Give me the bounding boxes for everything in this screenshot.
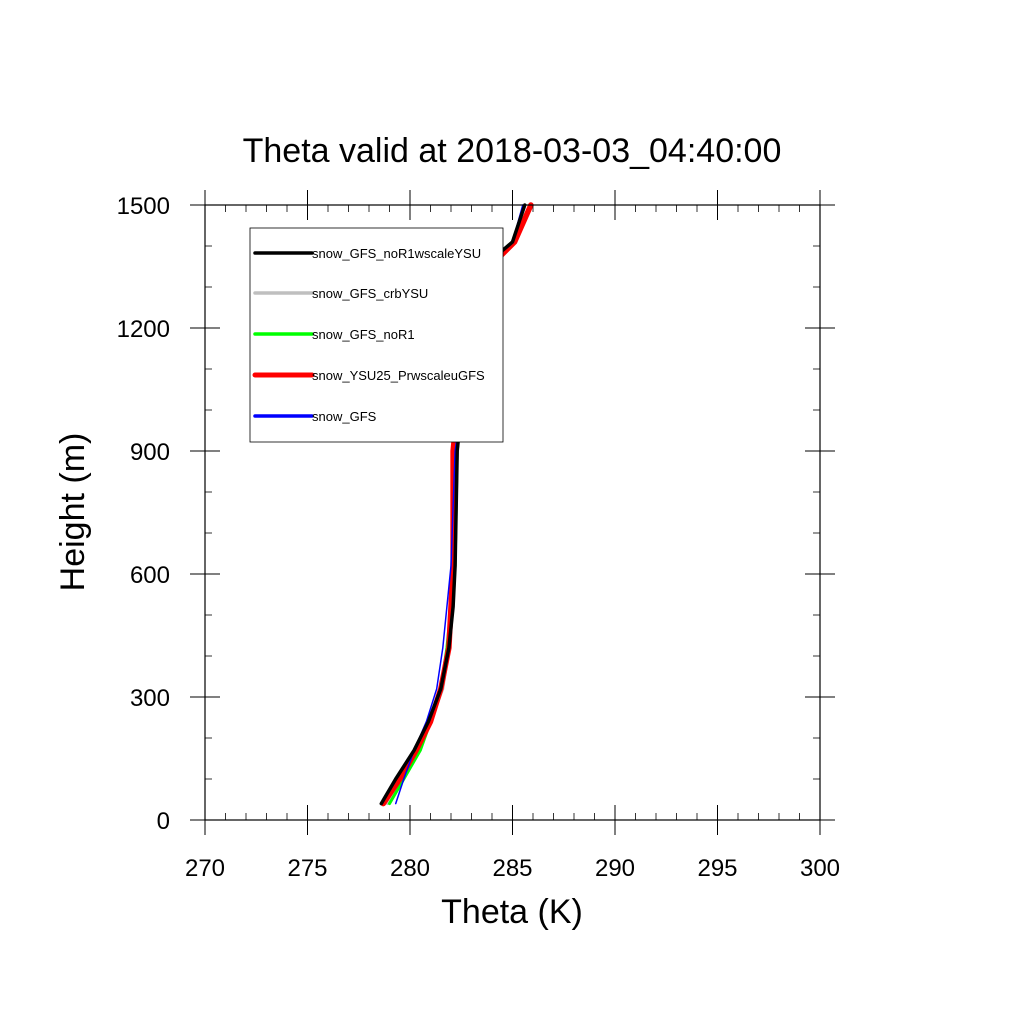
x-tick-label: 285 [492, 855, 532, 882]
x-axis-title: Theta (K) [441, 893, 583, 931]
plot-frame [204, 204, 821, 821]
legend-label: snow_GFS_noR1 [312, 327, 415, 342]
legend-label: snow_GFS [312, 409, 377, 424]
y-axis-title: Height (m) [54, 433, 92, 592]
y-tick-label: 0 [157, 808, 170, 835]
legend-label: snow_GFS_crbYSU [312, 286, 428, 301]
x-tick-label: 300 [800, 855, 840, 882]
y-tick-label: 600 [130, 562, 170, 589]
y-tick-label: 1200 [117, 316, 170, 343]
legend-label: snow_YSU25_PrwscaleuGFS [312, 368, 485, 383]
chart-title: Theta valid at 2018-03-03_04:40:00 [243, 132, 782, 170]
y-tick-label: 1500 [117, 193, 170, 220]
x-tick-label: 295 [697, 855, 737, 882]
y-tick-label: 300 [130, 685, 170, 712]
legend-label: snow_GFS_noR1wscaleYSU [312, 246, 481, 261]
x-tick-label: 270 [185, 855, 225, 882]
legend-items: snow_GFS_noR1wscaleYSU snow_GFS_crbYSUsno… [252, 246, 485, 424]
x-tick-label: 275 [287, 855, 327, 882]
x-tick-label: 290 [595, 855, 635, 882]
ticks-layer: 270 275 280 285 290 295 300 0 300 600 900 1200 1500 [117, 190, 840, 882]
legend: snow_GFS_noR1wscaleYSU snow_GFS_crbYSUsno… [249, 227, 504, 443]
y-tick-label: 900 [130, 439, 170, 466]
x-tick-label: 280 [390, 855, 430, 882]
